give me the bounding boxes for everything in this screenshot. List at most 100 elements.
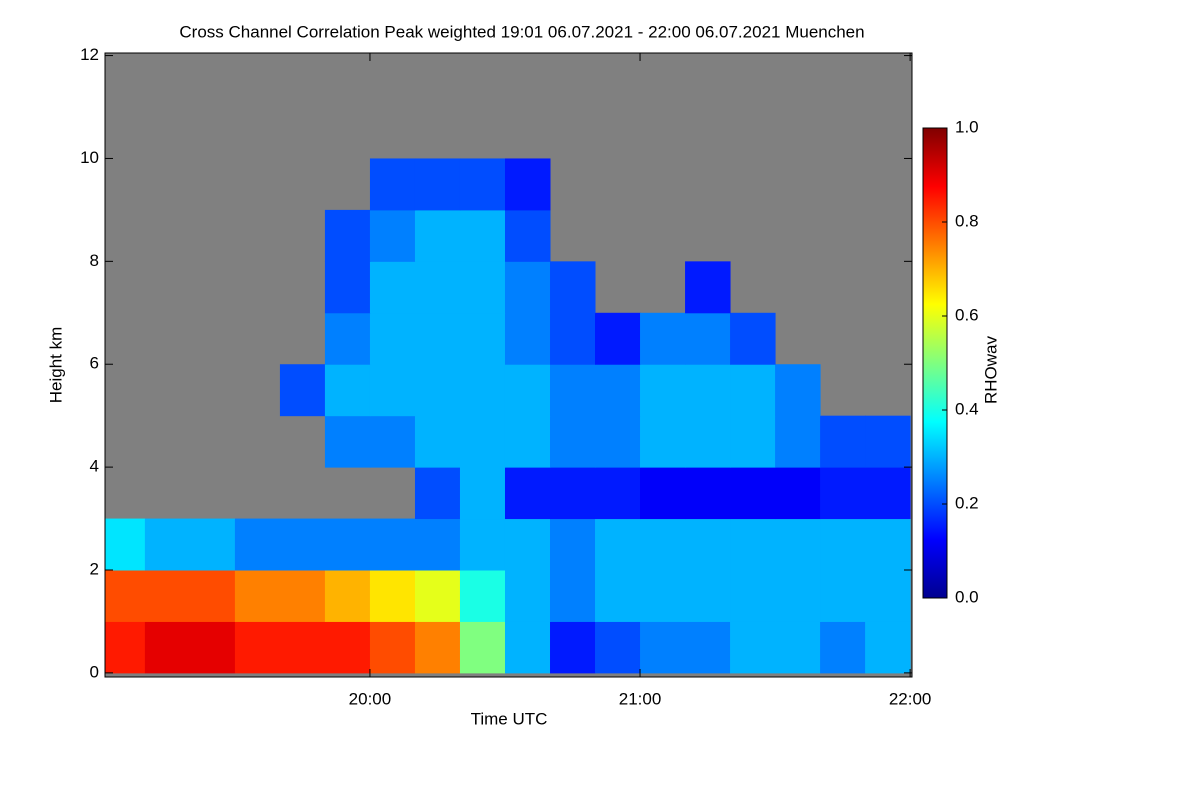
heatmap-cell (369, 364, 416, 417)
heatmap-cell (775, 518, 821, 571)
heatmap-cell (595, 518, 641, 571)
heatmap-cell (730, 312, 776, 365)
plot-frame (104, 52, 913, 678)
heatmap-cell (324, 518, 371, 571)
heatmap-cell (144, 518, 191, 571)
heatmap-cell (820, 569, 866, 622)
heatmap-cell (865, 415, 911, 468)
heatmap-cell (504, 415, 551, 468)
heatmap-cell (550, 518, 596, 571)
heatmap-cell (640, 364, 686, 417)
heatmap-cell (730, 364, 776, 417)
heatmap-cell (504, 467, 551, 520)
heatmap-cell (550, 621, 596, 674)
heatmap-cell (595, 569, 641, 622)
heatmap-cell (775, 467, 821, 520)
heatmap-cell (414, 364, 461, 417)
heatmap-cell (324, 364, 371, 417)
heatmap-cell (685, 261, 731, 314)
heatmap-cell (105, 621, 146, 674)
heatmap-cell (459, 518, 506, 571)
heatmap-cell (459, 415, 506, 468)
heatmap-cell (685, 467, 731, 520)
heatmap-cell (369, 158, 416, 211)
heatmap-cell (550, 261, 596, 314)
heatmap-cell (369, 518, 416, 571)
colorbar-tick-label: 0.8 (955, 211, 979, 230)
heatmap (105, 53, 912, 677)
heatmap-cell (504, 158, 551, 211)
heatmap-cell (550, 569, 596, 622)
heatmap-cell (369, 209, 416, 262)
heatmap-cell (775, 415, 821, 468)
heatmap-cell (640, 518, 686, 571)
heatmap-cell (865, 467, 911, 520)
heatmap-cell (279, 621, 326, 674)
heatmap-cell (504, 621, 551, 674)
heatmap-cell (459, 209, 506, 262)
heatmap-cell (459, 261, 506, 314)
heatmap-cell (189, 518, 236, 571)
heatmap-cell (414, 312, 461, 365)
heatmap-cell (324, 569, 371, 622)
heatmap-cell (640, 569, 686, 622)
heatmap-cell (369, 261, 416, 314)
heatmap-cell (685, 518, 731, 571)
heatmap-cell (820, 467, 866, 520)
x-tick-label: 21:00 (619, 689, 662, 708)
heatmap-cell (550, 364, 596, 417)
heatmap-cell (414, 569, 461, 622)
heatmap-cell (820, 518, 866, 571)
heatmap-cell (414, 158, 461, 211)
heatmap-cell (504, 261, 551, 314)
heatmap-cell (685, 312, 731, 365)
heatmap-cell (865, 621, 911, 674)
heatmap-cell (504, 364, 551, 417)
colorbar-tick-label: 0.0 (955, 587, 979, 606)
heatmap-cell (595, 364, 641, 417)
heatmap-cell (595, 467, 641, 520)
heatmap-cell (504, 569, 551, 622)
heatmap-cell (324, 415, 371, 468)
heatmap-cell (234, 518, 281, 571)
heatmap-cell (369, 312, 416, 365)
heatmap-cell (324, 209, 371, 262)
heatmap-cell (595, 621, 641, 674)
heatmap-cell (105, 518, 146, 571)
heatmap-cell (324, 312, 371, 365)
heatmap-cell (369, 569, 416, 622)
colorbar-tick-label: 0.6 (955, 305, 979, 324)
heatmap-cell (414, 261, 461, 314)
heatmap-cell (144, 621, 191, 674)
heatmap-cell (550, 415, 596, 468)
colorbar-label: RHOwav (981, 335, 1000, 404)
y-axis-label: Height km (46, 327, 65, 404)
x-tick-label: 22:00 (889, 689, 932, 708)
heatmap-cell (459, 158, 506, 211)
heatmap-cell (414, 518, 461, 571)
heatmap-cell (685, 364, 731, 417)
colorbar-tick-label: 1.0 (955, 117, 979, 136)
heatmap-cell (414, 415, 461, 468)
heatmap-cell (234, 569, 281, 622)
y-tick-label: 10 (80, 148, 99, 167)
heatmap-cell (324, 261, 371, 314)
heatmap-cell (105, 569, 146, 622)
heatmap-cell (504, 209, 551, 262)
heatmap-cell (640, 621, 686, 674)
heatmap-cell (865, 569, 911, 622)
heatmap-cell (550, 467, 596, 520)
heatmap-cell (459, 364, 506, 417)
heatmap-cell (414, 467, 461, 520)
heatmap-cell (279, 569, 326, 622)
heatmap-cell (459, 569, 506, 622)
chart-title: Cross Channel Correlation Peak weighted … (179, 22, 864, 41)
heatmap-cell (279, 364, 326, 417)
y-tick-label: 0 (90, 662, 99, 681)
y-tick-label: 8 (90, 251, 99, 270)
heatmap-cell (685, 415, 731, 468)
heatmap-cell (459, 312, 506, 365)
heatmap-cell (640, 467, 686, 520)
heatmap-cell (504, 312, 551, 365)
